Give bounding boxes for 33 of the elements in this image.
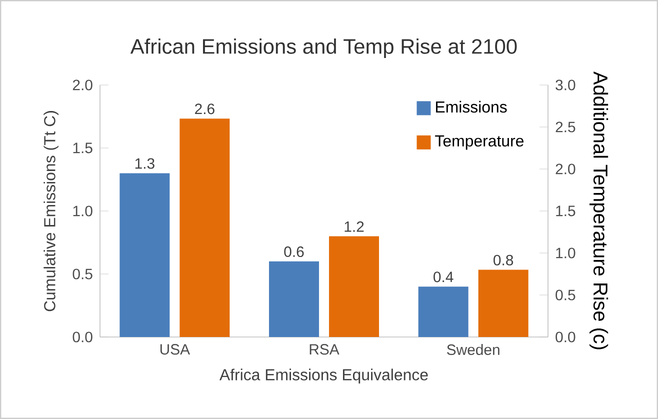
data-label: 1.2 [344, 221, 364, 232]
y2-tick-label: 0.5 [556, 290, 576, 300]
bar [180, 118, 230, 337]
bar [478, 270, 528, 337]
y2-axis-title: Additional Temperature Rise (c) [590, 71, 608, 350]
bar [418, 286, 468, 337]
y2-tick-label: 1.5 [556, 206, 576, 216]
x-tick-label: USA [160, 344, 190, 355]
legend-label: Emissions [436, 100, 507, 113]
y-tick-label: 2.0 [72, 80, 92, 90]
legend-label: Temperature [435, 135, 524, 150]
y2-tick-label: 2.5 [556, 122, 576, 132]
y2-tick-label: 2.0 [556, 164, 576, 174]
y-tick-label: 0.5 [72, 268, 92, 280]
data-label: 0.6 [284, 246, 304, 258]
data-label: 1.3 [135, 158, 154, 169]
chart-title: African Emissions and Temp Rise at 2100 [130, 38, 517, 58]
x-tick-label: Sweden [447, 344, 500, 356]
data-label: 2.6 [195, 104, 214, 114]
y2-tick-label: 1.0 [556, 248, 576, 258]
bar [120, 173, 170, 337]
y-axis-title: Cumulative Emissions (Tt C) [44, 111, 59, 312]
y-tick-label: 1.0 [73, 206, 92, 216]
x-axis-title: Africa Emissions Equivalence [219, 368, 428, 384]
bar [269, 261, 319, 337]
y2-tick-label: 0.0 [556, 332, 576, 342]
y-tick-label: 1.5 [73, 142, 92, 154]
data-label: 0.4 [434, 272, 454, 282]
bar [329, 236, 380, 337]
y2-tick-label: 3.0 [556, 80, 576, 90]
data-label: 0.8 [494, 254, 514, 266]
y-tick-label: 0.0 [72, 332, 92, 342]
x-tick-label: RSA [310, 344, 340, 355]
